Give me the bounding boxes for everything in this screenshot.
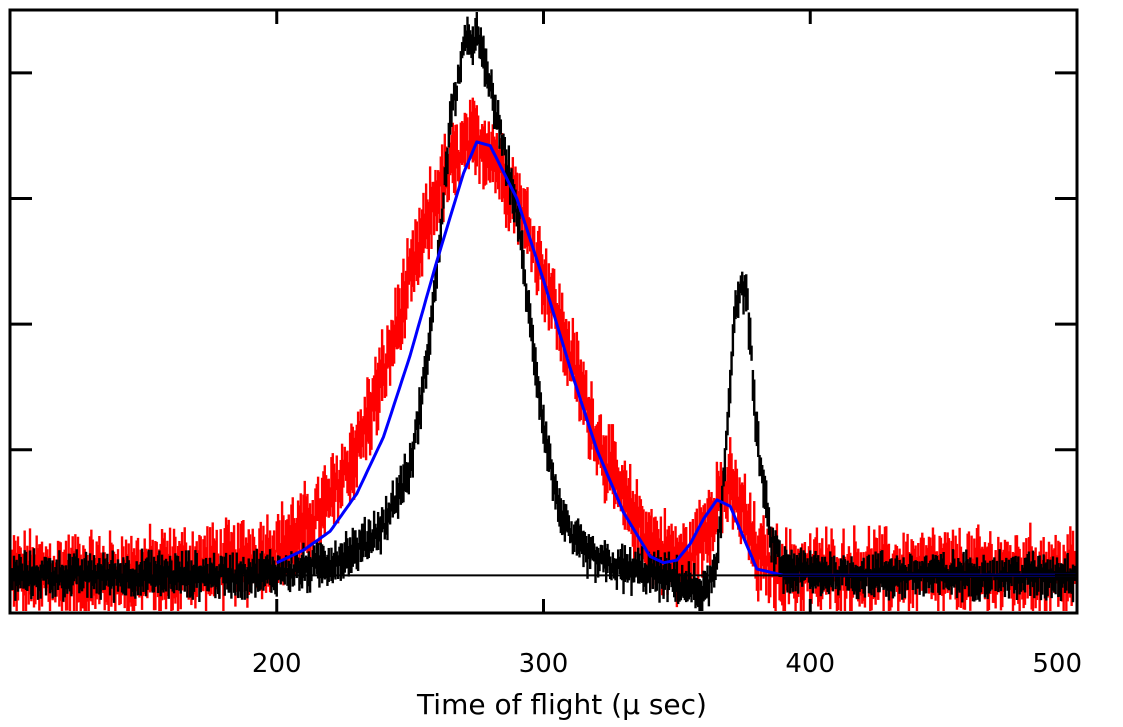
plot-frame xyxy=(8,8,1079,615)
x-axis-label: Time of flight (μ sec) xyxy=(416,688,707,721)
x-tick-label-300: 300 xyxy=(519,649,569,679)
x-tick-labels: 200 300 400 500 xyxy=(252,649,1082,679)
x-tick-label-400: 400 xyxy=(785,649,835,679)
x-tick-label-500: 500 xyxy=(1032,649,1082,679)
x-tick-label-200: 200 xyxy=(252,649,302,679)
plot-marks xyxy=(11,12,1077,611)
